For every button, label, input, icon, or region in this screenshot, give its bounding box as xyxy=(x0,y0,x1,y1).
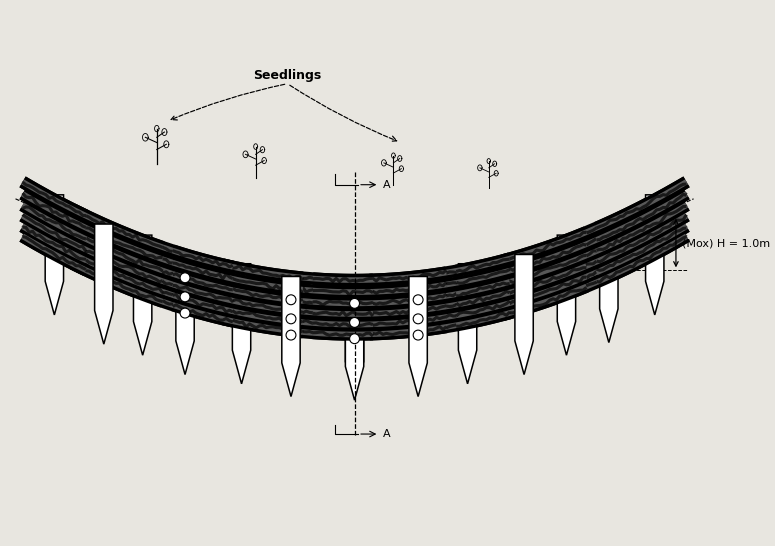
Circle shape xyxy=(350,334,360,343)
Polygon shape xyxy=(557,235,576,355)
Circle shape xyxy=(286,314,296,324)
Text: (Mox) H = 1.0m: (Mox) H = 1.0m xyxy=(681,238,770,248)
Polygon shape xyxy=(232,264,251,384)
Polygon shape xyxy=(346,275,363,395)
Polygon shape xyxy=(409,276,427,396)
Circle shape xyxy=(180,273,190,283)
Circle shape xyxy=(413,295,423,305)
Circle shape xyxy=(413,330,423,340)
Polygon shape xyxy=(515,254,533,375)
Circle shape xyxy=(286,295,296,305)
Polygon shape xyxy=(346,280,363,400)
Polygon shape xyxy=(600,222,618,342)
Polygon shape xyxy=(133,235,152,355)
Circle shape xyxy=(350,299,360,308)
Polygon shape xyxy=(176,254,195,375)
Polygon shape xyxy=(45,195,64,315)
Polygon shape xyxy=(282,276,300,396)
Circle shape xyxy=(413,314,423,324)
Polygon shape xyxy=(458,264,477,384)
Circle shape xyxy=(180,308,190,318)
Circle shape xyxy=(350,317,360,328)
Text: A: A xyxy=(383,180,391,189)
Polygon shape xyxy=(646,195,664,315)
Polygon shape xyxy=(95,224,113,344)
Circle shape xyxy=(286,330,296,340)
Circle shape xyxy=(180,292,190,302)
Text: A: A xyxy=(383,429,391,439)
Text: Seedlings: Seedlings xyxy=(253,69,322,82)
